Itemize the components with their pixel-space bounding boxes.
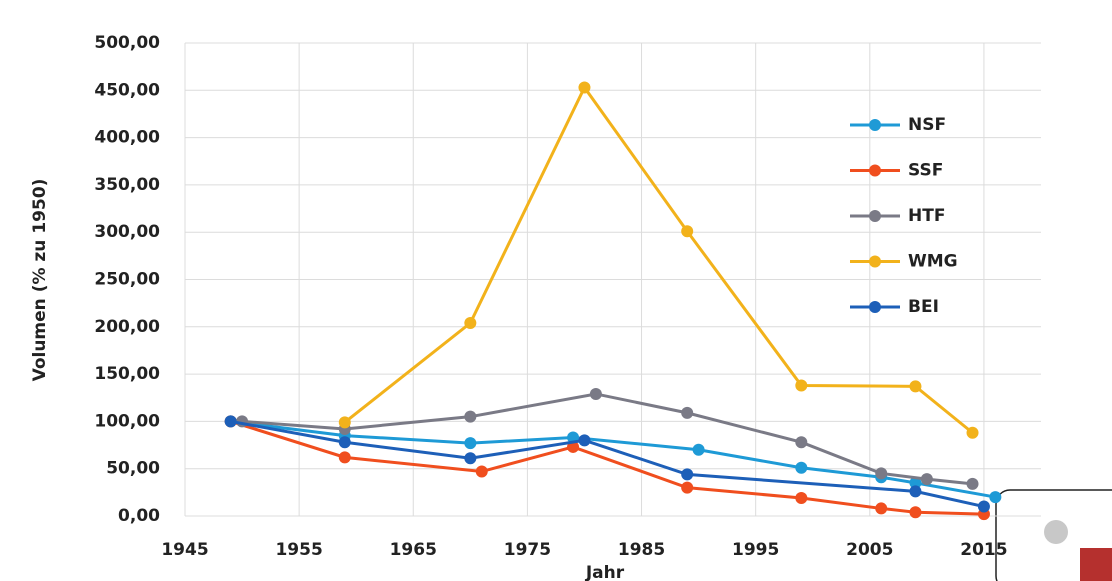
data-point (338, 416, 351, 429)
y-axis-label: Volumen (% zu 1950) (30, 179, 50, 382)
y-tick-label: 400,00 (94, 128, 160, 148)
x-tick-label: 2015 (960, 540, 1007, 560)
y-tick-label: 150,00 (94, 364, 160, 384)
x-tick-label: 1975 (504, 540, 551, 560)
x-tick-label: 1945 (161, 540, 208, 560)
y-tick-label: 300,00 (94, 222, 160, 242)
y-tick-label: 500,00 (94, 33, 160, 53)
data-point (875, 467, 888, 480)
x-tick-label: 2005 (846, 540, 893, 560)
x-axis-label: Jahr (585, 563, 625, 581)
data-point (464, 317, 477, 330)
data-point (681, 225, 694, 238)
x-tick-label: 1955 (275, 540, 322, 560)
legend-label: WMG (908, 252, 958, 272)
legend-marker (869, 119, 881, 131)
data-point (578, 81, 591, 94)
legend-marker (869, 164, 881, 177)
data-point (464, 437, 477, 450)
data-point (681, 468, 694, 481)
data-point (977, 500, 990, 513)
legend-marker (869, 255, 881, 268)
data-point (966, 426, 979, 439)
legend-marker (869, 210, 881, 222)
legend-label: HTF (908, 206, 945, 226)
legend-label: SSF (908, 161, 943, 181)
data-point (989, 491, 1002, 504)
y-tick-label: 200,00 (94, 317, 160, 337)
data-point (681, 481, 694, 494)
y-tick-label: 450,00 (94, 80, 160, 100)
data-point (338, 451, 351, 464)
y-tick-label: 350,00 (94, 175, 160, 195)
data-point (464, 410, 477, 423)
y-tick-label: 50,00 (106, 459, 160, 479)
data-point (795, 436, 808, 449)
x-tick-label: 1995 (732, 540, 779, 560)
y-tick-label: 0,00 (118, 506, 160, 526)
data-point (875, 502, 888, 515)
data-point (920, 473, 933, 486)
data-point (909, 485, 922, 498)
y-tick-label: 100,00 (94, 411, 160, 431)
data-point (909, 476, 922, 489)
data-point (475, 465, 488, 478)
x-tick-label: 1985 (618, 540, 665, 560)
data-point (795, 379, 808, 392)
data-point (966, 477, 979, 490)
logo (995, 489, 1112, 581)
data-point (578, 434, 591, 447)
series-line (241, 392, 973, 486)
data-point (224, 415, 237, 428)
legend-marker (869, 301, 881, 313)
data-point (692, 443, 705, 456)
y-tick-label: 250,00 (94, 270, 160, 290)
legend-label: BEI (908, 297, 939, 317)
x-tick-label: 1965 (390, 540, 437, 560)
data-point (589, 387, 602, 400)
data-point (338, 436, 351, 449)
data-point (464, 452, 477, 465)
legend-label: NSF (908, 115, 946, 135)
data-point (909, 506, 922, 519)
data-point (795, 461, 808, 474)
data-point (909, 380, 922, 393)
data-point (795, 492, 808, 505)
data-point (681, 406, 694, 419)
